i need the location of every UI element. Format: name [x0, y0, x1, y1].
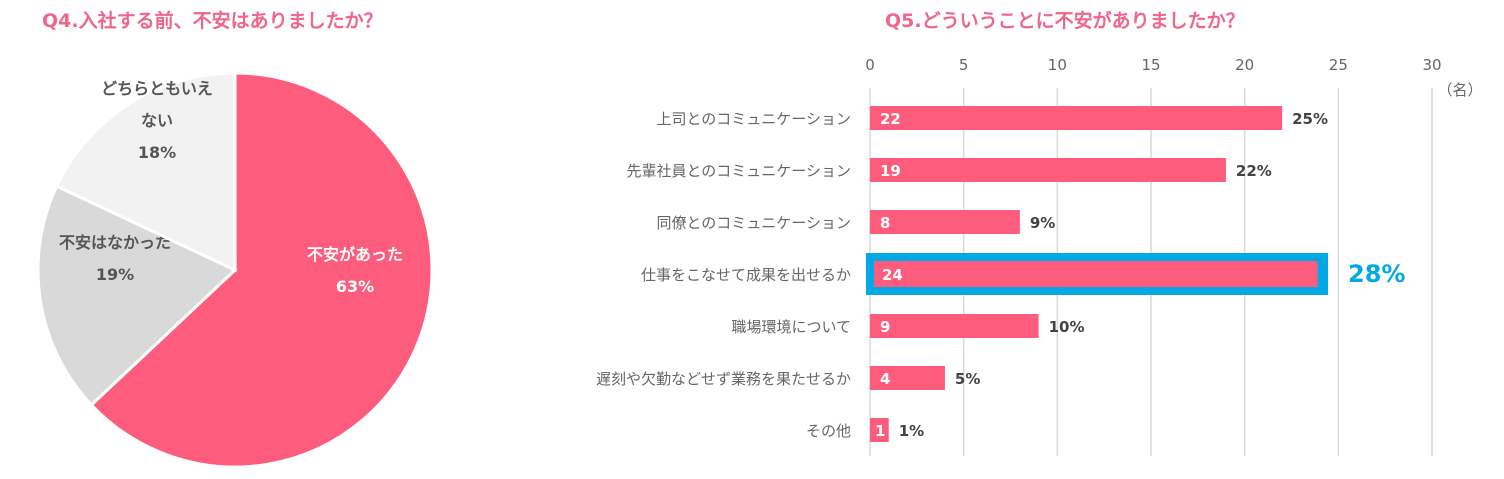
- bar-value-label: 4: [880, 370, 890, 388]
- x-tick-label: 0: [865, 56, 875, 74]
- x-tick-label: 5: [959, 56, 969, 74]
- bar: [870, 314, 1039, 338]
- bar-value-label: 8: [880, 214, 890, 232]
- bar-pct-label: 22%: [1236, 162, 1272, 180]
- pie-slice: [36, 184, 238, 407]
- category-label: 同僚とのコミュニケーション: [656, 214, 851, 232]
- pie-slice: [54, 71, 237, 273]
- category-label: 職場環境について: [731, 318, 851, 336]
- bar: [874, 261, 1318, 287]
- x-tick-label: 15: [1141, 56, 1160, 74]
- slice-pct-label: 18%: [138, 143, 176, 162]
- bar-value-label: 9: [880, 318, 890, 336]
- unit-label: （名）: [1437, 81, 1482, 99]
- bar-pct-label: 25%: [1292, 110, 1328, 128]
- pie-slice: [89, 71, 434, 469]
- bar: [870, 158, 1226, 182]
- bar-pct-label: 28%: [1348, 260, 1405, 288]
- category-label: 先輩社員とのコミュニケーション: [626, 162, 851, 180]
- slice-pct-label: 63%: [336, 277, 374, 296]
- bar: [870, 366, 945, 390]
- slice-label: 不安があった: [307, 245, 403, 264]
- bar-title: Q5.どういうことに不安がありましたか？: [885, 10, 1245, 32]
- bar-value-label: 24: [882, 266, 903, 284]
- pie-title: Q4.入社する前、不安はありましたか？: [42, 10, 383, 32]
- bar-value-label: 19: [880, 162, 901, 180]
- x-tick-label: 10: [1048, 56, 1067, 74]
- bar: [870, 210, 1020, 234]
- slice-pct-label: 19%: [96, 265, 134, 284]
- slice-label: どちらともいえ: [101, 79, 213, 98]
- bar-pct-label: 5%: [955, 370, 980, 388]
- x-tick-label: 30: [1422, 56, 1441, 74]
- category-label: 仕事をこなせて成果を出せるか: [641, 266, 851, 284]
- slice-label: 不安はなかった: [59, 233, 171, 252]
- category-label: 遅刻や欠勤などせず業務を果たせるか: [596, 370, 851, 388]
- bar-pct-label: 9%: [1030, 214, 1055, 232]
- x-tick-label: 25: [1329, 56, 1348, 74]
- category-label: その他: [806, 422, 851, 440]
- bar-pct-label: 1%: [899, 422, 924, 440]
- bar-value-label: 1: [875, 422, 885, 440]
- bar-value-label: 22: [880, 110, 901, 128]
- bar: [870, 418, 889, 442]
- category-label: 上司とのコミュニケーション: [656, 110, 851, 128]
- bar-pct-label: 10%: [1049, 318, 1085, 336]
- slice-label: ない: [141, 111, 173, 130]
- x-tick-label: 20: [1235, 56, 1254, 74]
- bar: [870, 106, 1283, 130]
